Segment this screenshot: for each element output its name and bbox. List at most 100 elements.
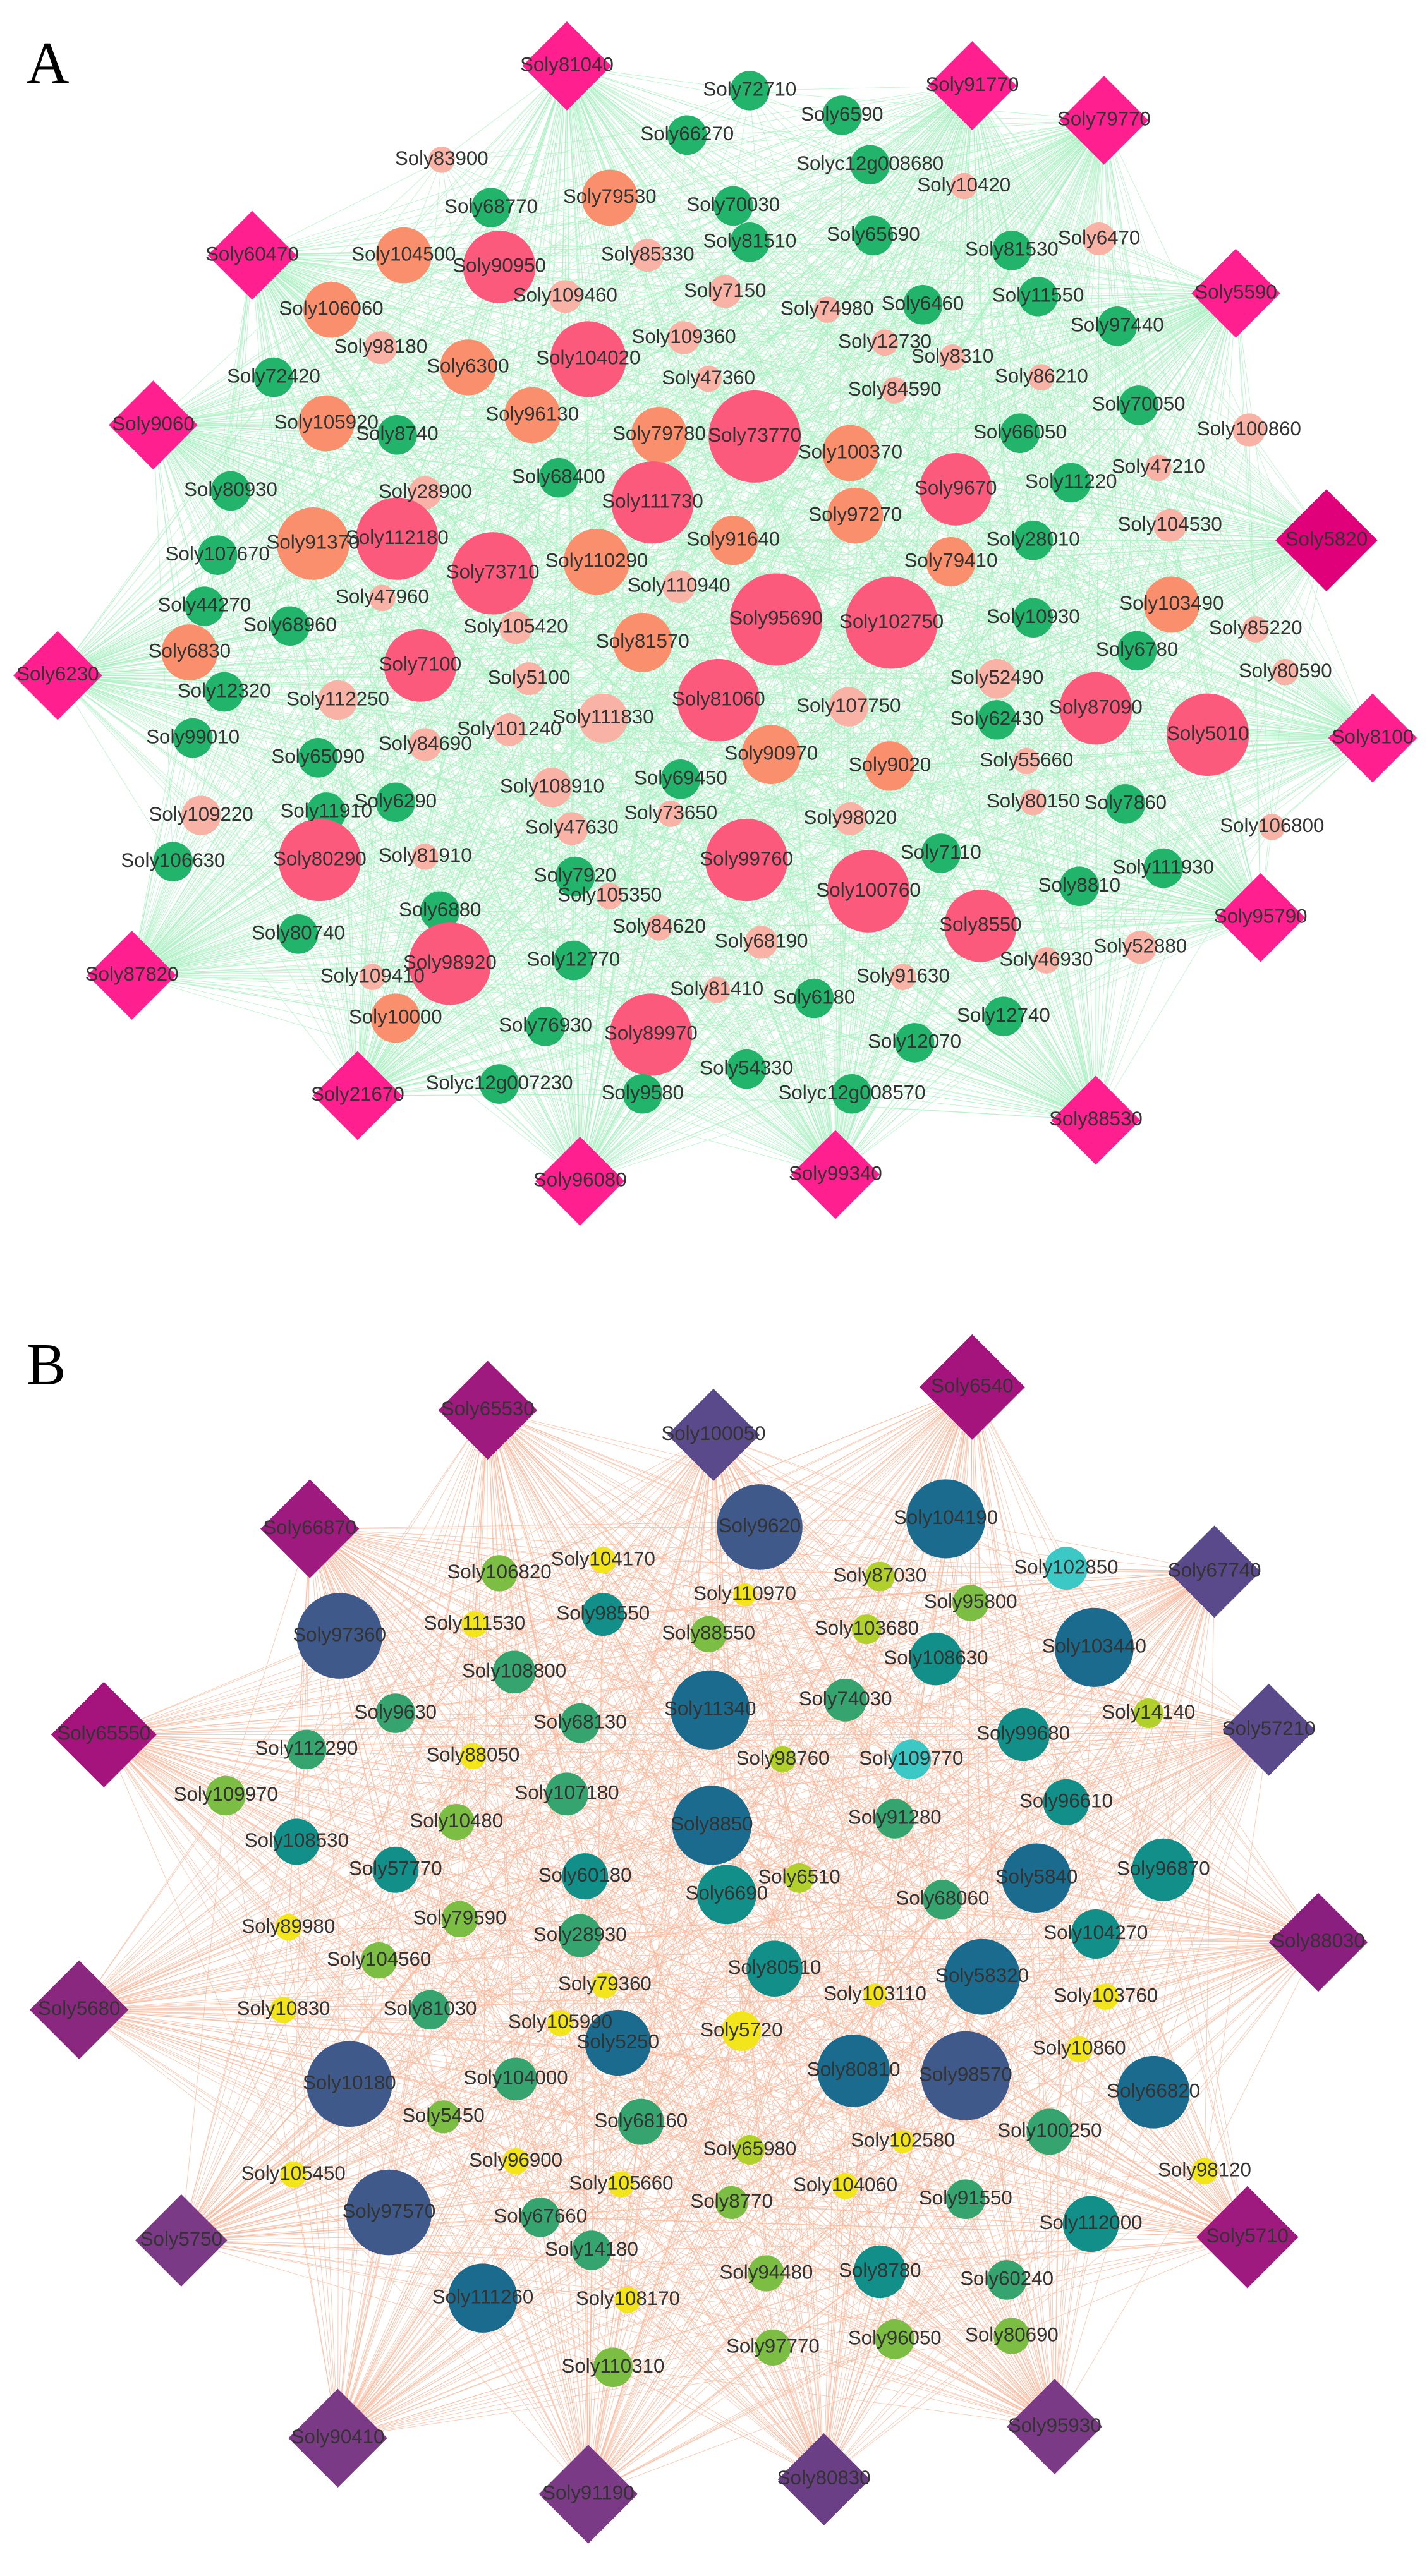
node-label: Soly99760 [700,847,793,869]
node-label: Soly76930 [499,1014,592,1036]
edge [621,2184,825,2480]
edge [57,423,327,676]
gene-node [1051,463,1091,503]
edge [181,1659,937,2241]
edge [288,1386,973,1928]
edge [225,1528,310,1796]
edge [1054,2171,1205,2427]
edge [708,1634,825,2480]
edge [382,598,1261,918]
node-label: Soly10930 [987,605,1080,627]
node-label: Soly74980 [780,297,874,319]
edge [1033,617,1096,1121]
gene-node [278,818,361,902]
edge [942,1571,1215,1900]
edge [103,1734,350,2084]
gene-node [356,497,439,580]
edge [588,2049,1080,2494]
gene-node [983,996,1024,1036]
edge [131,665,421,976]
node-label: Soly96870 [1117,1858,1210,1880]
edge [372,976,836,1175]
gene-node [451,532,534,615]
edge [337,1576,880,2439]
edge [339,1635,589,2494]
edge [528,678,1096,1121]
edge [189,652,1096,1121]
edge [58,675,319,758]
gene-node [538,457,579,498]
edge [310,1518,946,1530]
edge [1054,1647,1095,2427]
edge [131,758,319,976]
gene-node [730,573,823,666]
node-label: Soly11550 [992,284,1084,306]
edge [131,90,750,976]
node-label: Soly102750 [839,610,944,632]
edge [425,856,1096,1121]
edge [823,1996,1106,2480]
gene-node [631,239,664,272]
edge [942,1387,973,1900]
edge [337,1734,1024,2439]
gene-node [596,883,623,910]
gene-node [708,390,801,483]
edge [425,120,1105,857]
hub-node [135,2194,228,2287]
edge [474,1624,1055,2427]
edge [750,119,1105,243]
edge [104,1713,1149,1735]
edge [588,1996,1106,2494]
edge [1095,604,1172,1121]
edge [628,2237,1248,2301]
gene-node [891,1739,932,1779]
gene-node [1059,866,1100,907]
edge [397,434,1261,918]
gene-node [608,2171,635,2198]
node-label: Soly109460 [513,284,617,306]
edge [1026,761,1261,918]
edge [509,120,1105,730]
node-label: Soly80290 [273,847,367,869]
edge [997,720,1096,1121]
edge [726,1729,1269,1895]
gene-node [1071,1909,1120,1959]
edge [650,737,1373,1035]
edge [181,1700,846,2241]
edge [866,1571,1215,1630]
edge [971,85,1072,483]
edge [945,1518,1248,2237]
edge [894,1818,1318,1943]
node-label: Soly68770 [444,195,538,217]
edge [1255,629,1261,918]
edge [349,2083,824,2480]
edge [200,255,253,816]
edge [647,255,1236,294]
hub-node [1007,2378,1103,2475]
edge [602,1614,1055,2427]
edge [647,255,1261,918]
edge [1041,377,1096,1120]
edge [296,1841,1055,2427]
edge [981,1729,1269,1978]
edge [746,917,1261,1070]
node-label: Soly111530 [424,1612,526,1634]
edge [181,2042,618,2241]
gene-node [1272,658,1299,686]
edge [1095,120,1105,709]
edge [772,1729,1270,2348]
edge [181,1629,867,2241]
edge [580,946,1141,1182]
node-label: Solyc12g007230 [426,1072,573,1094]
edge [754,436,1096,1121]
gene-node [1018,277,1058,317]
edge [1163,1870,1248,2237]
edge [181,1527,760,2241]
edge [482,2297,589,2494]
edge [971,1387,1091,2224]
edge [79,2009,966,2200]
edge [580,868,1164,1182]
edge [104,1594,745,1735]
edge [298,933,836,1175]
gene-node [889,964,916,990]
